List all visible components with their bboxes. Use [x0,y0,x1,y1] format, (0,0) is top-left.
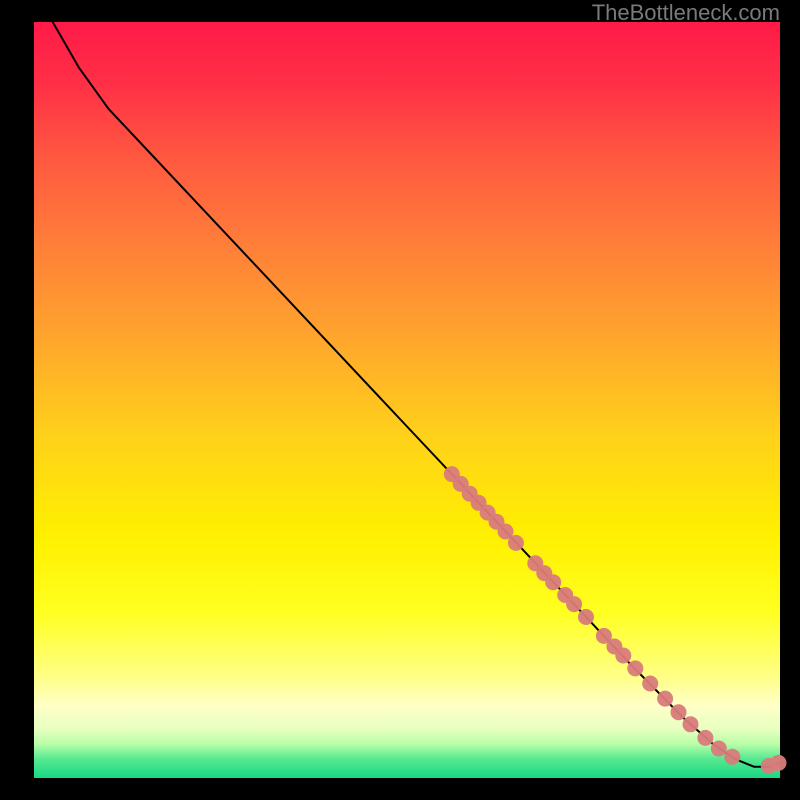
marker-point [724,749,740,765]
marker-point [697,730,713,746]
plot-background [34,22,780,778]
marker-point [578,609,594,625]
marker-point [771,755,787,771]
marker-point [545,574,561,590]
marker-point [711,741,727,757]
chart-svg [0,0,800,800]
marker-point [566,596,582,612]
watermark-text: TheBottleneck.com [592,0,780,26]
marker-point [627,660,643,676]
marker-point [615,648,631,664]
marker-point [642,676,658,692]
marker-point [508,535,524,551]
marker-point [683,716,699,732]
marker-point [657,691,673,707]
marker-point [671,704,687,720]
